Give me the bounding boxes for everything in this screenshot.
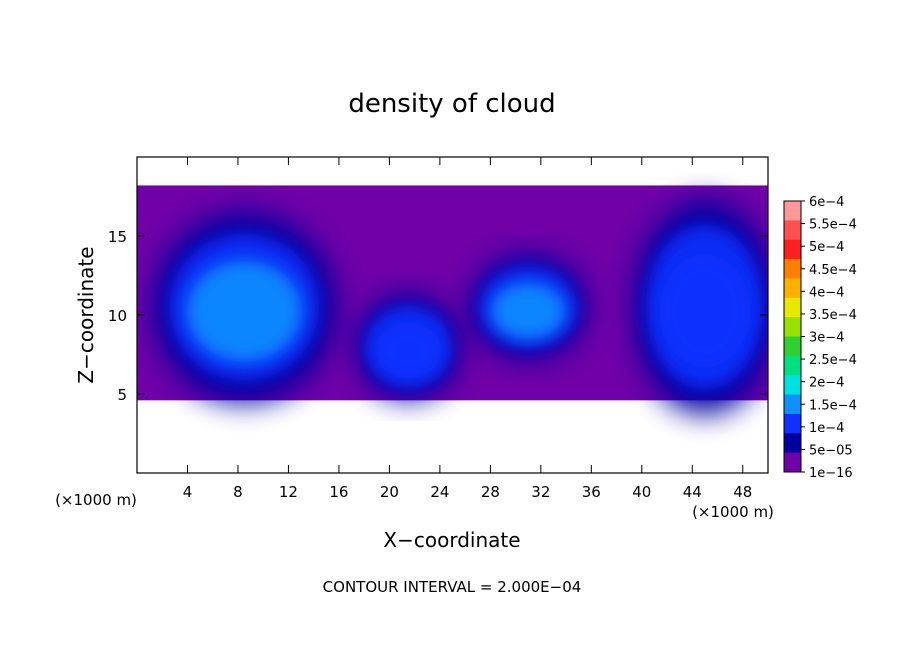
x-unit-label: (×1000 m) [692, 503, 774, 521]
colorbar-label: 4.5e−4 [809, 263, 857, 278]
x-tick-label: 16 [329, 483, 348, 501]
x-tick-label: 20 [380, 483, 399, 501]
colorbar-label: 5.5e−4 [809, 218, 857, 233]
chart-title: density of cloud [348, 89, 555, 119]
colorbar-label: 5e−05 [809, 443, 853, 458]
colorbar-swatch [784, 297, 801, 318]
cloud-blob-core [375, 322, 442, 379]
colorbar-swatch [784, 413, 801, 434]
colorbar-swatch [784, 355, 801, 376]
x-tick-label: 40 [632, 483, 651, 501]
colorbar-label: 3.5e−4 [809, 308, 857, 323]
cloud-blob-core [186, 260, 302, 362]
colorbar-label: 3e−4 [809, 331, 844, 346]
cloud-blob-core [491, 283, 566, 339]
colorbar-swatch [784, 394, 801, 415]
y-unit-label: (×1000 m) [55, 491, 137, 509]
x-tick-label: 8 [233, 483, 243, 501]
y-tick-label: 5 [117, 386, 127, 404]
colorbar-swatch [784, 336, 801, 357]
colorbar-label: 1.5e−4 [809, 398, 857, 413]
colorbar-label: 1e−4 [809, 421, 844, 436]
x-tick-label: 28 [481, 483, 500, 501]
x-tick-label: 12 [279, 483, 298, 501]
cloud-blob-core [659, 254, 751, 368]
x-tick-label: 48 [733, 483, 752, 501]
colorbar-swatch [784, 278, 801, 299]
colorbar-swatch [784, 375, 801, 396]
x-axis: 4 8 12 16 20 24 28 32 36 40 44 48 [183, 157, 752, 501]
x-tick-label: 36 [582, 483, 601, 501]
colorbar-label: 1e−16 [809, 466, 853, 481]
y-tick-label: 10 [108, 307, 127, 325]
x-tick-label: 44 [683, 483, 702, 501]
x-tick-label: 32 [531, 483, 550, 501]
colorbar-label: 5e−4 [809, 240, 844, 255]
colorbar-swatch [784, 239, 801, 260]
colorbar-swatch [784, 259, 801, 279]
x-axis-label: X−coordinate [383, 528, 520, 552]
x-tick-label: 4 [183, 483, 193, 501]
colorbar-swatch [784, 452, 801, 473]
y-axis-label: Z−coordinate [74, 246, 98, 383]
colorbar-label: 2.5e−4 [809, 353, 857, 368]
colorbar-swatch [784, 220, 801, 241]
y-tick-label: 15 [108, 228, 127, 246]
contour-interval-note: CONTOUR INTERVAL = 2.000E−04 [323, 578, 582, 596]
colorbar-label: 4e−4 [809, 285, 844, 300]
colorbar-legend: 6e−4 5.5e−4 5e−4 4.5e−4 4e−4 3.5e−4 3e−4 2.5e−4… [783, 195, 857, 481]
colorbar-swatch [784, 433, 801, 454]
x-tick-label: 24 [430, 483, 449, 501]
colorbar-swatch [784, 317, 801, 337]
colorbar-label: 6e−4 [809, 195, 844, 210]
colorbar-swatch [784, 201, 801, 221]
heatmap-field [137, 185, 768, 415]
colorbar-label: 2e−4 [809, 376, 844, 391]
y-axis: 5 10 15 [108, 228, 768, 404]
